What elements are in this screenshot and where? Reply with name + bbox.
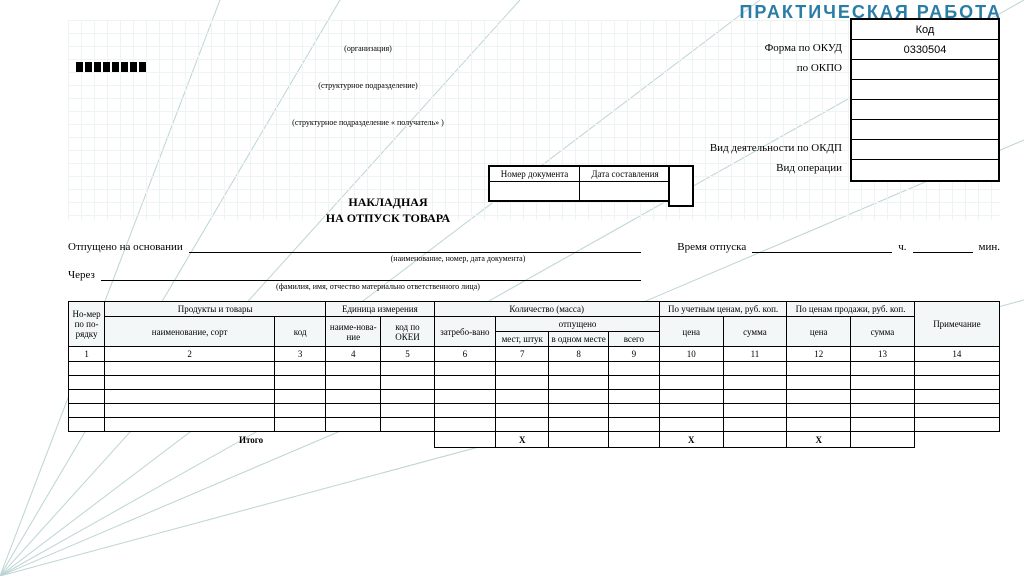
th-sale: По ценам продажи, руб. коп. [787, 302, 915, 317]
doc-title-1: НАКЛАДНАЯ [68, 195, 708, 210]
colnum-12: 12 [787, 347, 851, 362]
mins-label: мин. [979, 241, 1000, 253]
struct-line [68, 67, 1000, 81]
th-places: мест, штук [496, 332, 549, 347]
mins-underline [913, 239, 973, 253]
struct-recv-caption: (структурное подразделение « получатель»… [68, 118, 668, 127]
main-table: Но-мер по по-рядку Продукты и товары Еди… [68, 301, 1000, 448]
th-uname: наиме-нова-ние [326, 317, 381, 347]
total-x-2: Х [659, 432, 723, 448]
table-row [69, 362, 1000, 376]
colnum-2: 2 [105, 347, 275, 362]
released-row: Отпущено на основании Время отпуска ч. м… [68, 239, 1000, 253]
released-caption: (наименование, номер, дата документа) [208, 254, 708, 263]
total-x-3: Х [787, 432, 851, 448]
colnum-4: 4 [326, 347, 381, 362]
th-note: Примечание [914, 302, 999, 347]
table-row [69, 376, 1000, 390]
colnum-6: 6 [434, 347, 496, 362]
th-inone: в одном месте [549, 332, 609, 347]
colnum-3: 3 [275, 347, 326, 362]
colnum-7: 7 [496, 347, 549, 362]
th-rel: отпущено [496, 317, 660, 332]
th-goods: Продукты и товары [105, 302, 326, 317]
released-underline [189, 239, 641, 253]
colnum-8: 8 [549, 347, 609, 362]
colnum-9: 9 [608, 347, 659, 362]
th-total: всего [608, 332, 659, 347]
total-x-1: Х [496, 432, 549, 448]
th-price2: цена [787, 317, 851, 347]
struct-recv-line [68, 104, 1000, 118]
via-label: Через [68, 269, 95, 281]
hours-label: ч. [898, 241, 906, 253]
doc-date-label: Дата составления [580, 167, 670, 182]
table-row [69, 418, 1000, 432]
table-row [69, 390, 1000, 404]
th-req: затребо-вано [434, 317, 496, 347]
column-number-row: 1234567891011121314 [69, 347, 1000, 362]
time-underline [752, 239, 892, 253]
black-strip-icon [76, 62, 146, 72]
total-row: Итого Х Х Х [69, 432, 1000, 448]
itogo-label: Итого [69, 432, 435, 448]
th-price1: цена [659, 317, 723, 347]
doc-title-2: НА ОТПУСК ТОВАРА [68, 211, 708, 226]
th-sum2: сумма [851, 317, 915, 347]
colnum-10: 10 [659, 347, 723, 362]
th-okei: код по ОКЕИ [381, 317, 434, 347]
org-caption: (организация) [68, 44, 668, 53]
th-name: наименование, сорт [105, 317, 275, 347]
via-caption: (фамилия, имя, отчество материально отве… [128, 282, 628, 291]
th-sum1: сумма [723, 317, 787, 347]
colnum-11: 11 [723, 347, 787, 362]
th-code: код [275, 317, 326, 347]
th-unit: Единица измерения [326, 302, 434, 317]
colnum-5: 5 [381, 347, 434, 362]
via-row: Через [68, 267, 1000, 281]
org-line [68, 30, 1000, 44]
th-acct: По учетным ценам, руб. коп. [659, 302, 787, 317]
via-underline [101, 267, 641, 281]
colnum-1: 1 [69, 347, 105, 362]
th-qty: Количество (масса) [434, 302, 659, 317]
struct-caption: (структурное подразделение) [68, 81, 668, 90]
time-label: Время отпуска [677, 241, 746, 253]
colnum-13: 13 [851, 347, 915, 362]
colnum-14: 14 [914, 347, 999, 362]
doc-num-label: Номер документа [490, 167, 579, 182]
table-row [69, 404, 1000, 418]
released-label: Отпущено на основании [68, 241, 183, 253]
th-num: Но-мер по по-рядку [69, 302, 105, 347]
